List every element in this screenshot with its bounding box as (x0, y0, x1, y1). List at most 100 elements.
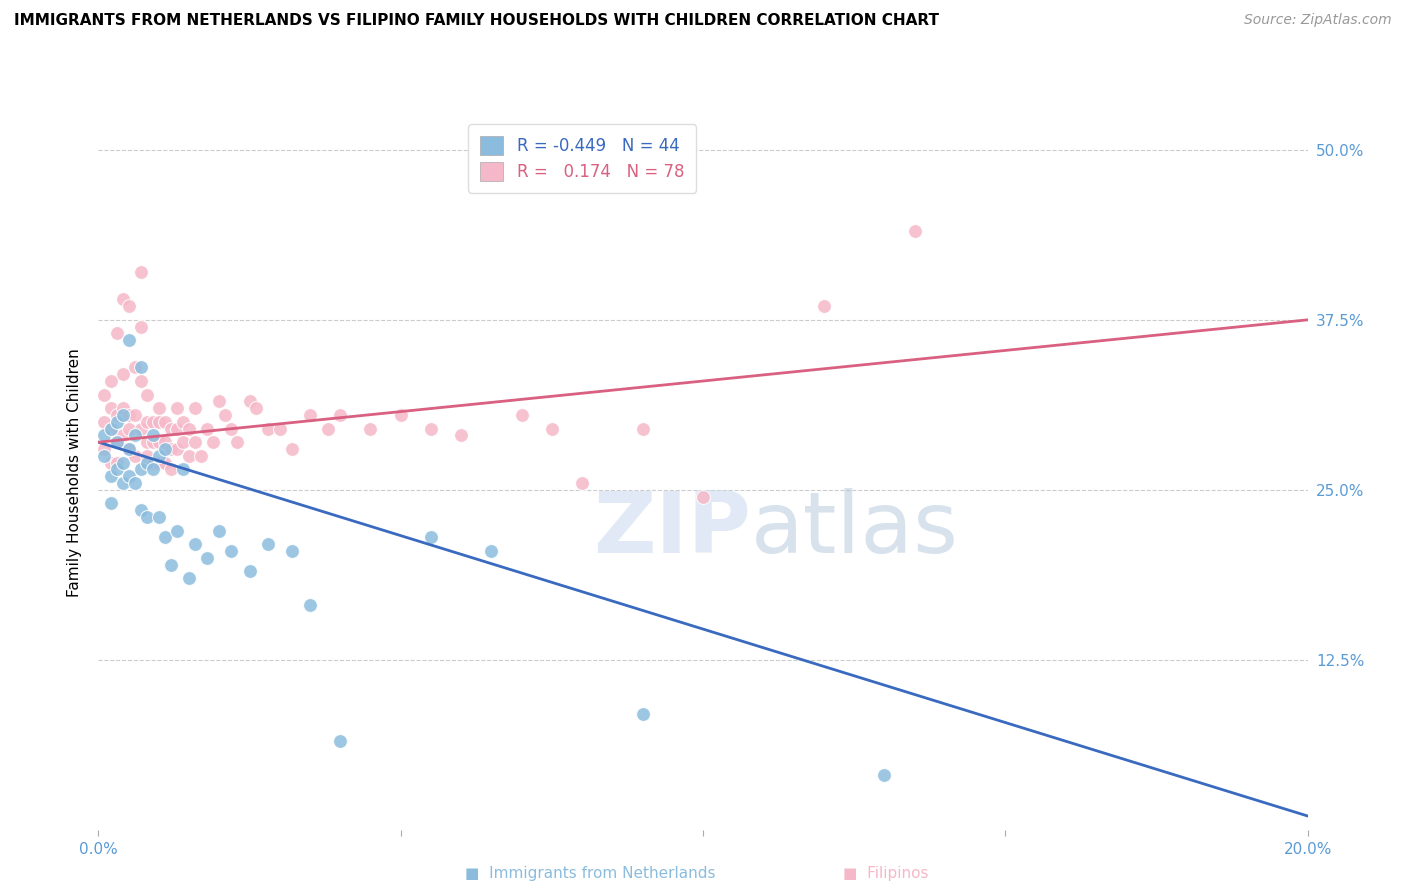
Point (208, 394, 231, 409)
Point (129, 462, 152, 476)
Point (510, 408, 533, 422)
Text: atlas: atlas (751, 488, 959, 572)
Point (129, 360, 152, 375)
Point (316, 421, 339, 435)
Point (100, 421, 122, 435)
Text: Source: ZipAtlas.com: Source: ZipAtlas.com (1244, 13, 1392, 28)
Point (118, 442, 141, 456)
Point (142, 462, 165, 476)
Point (631, 421, 654, 435)
Point (184, 401, 207, 416)
Point (160, 462, 183, 476)
Point (148, 456, 170, 470)
Point (93, 428, 115, 442)
Point (221, 421, 243, 435)
Point (148, 435, 170, 450)
Point (153, 415, 176, 429)
Point (148, 449, 170, 463)
Point (179, 421, 201, 435)
Point (226, 435, 249, 450)
Point (153, 435, 176, 450)
Point (420, 530, 443, 544)
Point (329, 734, 352, 748)
Point (135, 387, 157, 401)
Point (111, 401, 134, 416)
Point (389, 408, 412, 422)
Point (195, 550, 218, 565)
Point (129, 421, 152, 435)
Point (631, 706, 654, 721)
Point (148, 401, 170, 416)
Point (142, 415, 165, 429)
Point (118, 333, 141, 347)
Point (172, 415, 194, 429)
Point (100, 456, 122, 470)
Point (172, 462, 194, 476)
Text: ZIP: ZIP (593, 488, 751, 572)
Point (239, 564, 262, 578)
Point (184, 435, 207, 450)
Point (124, 360, 146, 375)
Point (153, 530, 176, 544)
Point (124, 475, 146, 490)
Point (135, 510, 157, 524)
Point (166, 524, 188, 538)
Point (124, 428, 146, 442)
Point (166, 421, 188, 435)
Point (142, 456, 165, 470)
Point (420, 421, 443, 435)
Text: ■  Filipinos: ■ Filipinos (844, 866, 928, 881)
Point (873, 768, 896, 782)
Point (269, 421, 291, 435)
Point (142, 435, 165, 450)
Point (124, 449, 146, 463)
Point (124, 408, 146, 422)
Point (281, 544, 304, 558)
Point (100, 374, 122, 388)
Point (129, 319, 152, 334)
Point (118, 421, 141, 435)
Point (100, 496, 122, 510)
Point (142, 428, 165, 442)
Point (105, 435, 128, 450)
Point (100, 421, 122, 435)
Point (118, 299, 141, 313)
Point (135, 456, 157, 470)
Point (148, 415, 170, 429)
Point (256, 421, 278, 435)
Point (239, 394, 262, 409)
Point (153, 456, 176, 470)
Point (160, 442, 183, 456)
Point (153, 442, 176, 456)
Point (160, 558, 183, 572)
Point (93, 442, 115, 456)
Point (208, 524, 231, 538)
Point (202, 435, 225, 450)
Point (179, 571, 201, 585)
Point (281, 442, 304, 456)
Point (93, 387, 115, 401)
Point (179, 449, 201, 463)
Point (129, 265, 152, 279)
Point (105, 435, 128, 450)
Point (813, 299, 835, 313)
Point (118, 469, 141, 483)
Point (256, 537, 278, 551)
Point (111, 428, 134, 442)
Text: IMMIGRANTS FROM NETHERLANDS VS FILIPINO FAMILY HOUSEHOLDS WITH CHILDREN CORRELAT: IMMIGRANTS FROM NETHERLANDS VS FILIPINO … (14, 13, 939, 29)
Point (190, 449, 212, 463)
Legend: R = -0.449   N = 44, R =   0.174   N = 78: R = -0.449 N = 44, R = 0.174 N = 78 (468, 124, 696, 193)
Point (450, 428, 472, 442)
Point (481, 544, 503, 558)
Point (329, 408, 352, 422)
Point (166, 442, 188, 456)
Point (111, 475, 134, 490)
Point (540, 421, 562, 435)
Point (692, 490, 714, 504)
Point (105, 408, 128, 422)
Point (111, 408, 134, 422)
Point (135, 449, 157, 463)
Point (105, 462, 128, 476)
Point (100, 469, 122, 483)
Point (111, 368, 134, 382)
